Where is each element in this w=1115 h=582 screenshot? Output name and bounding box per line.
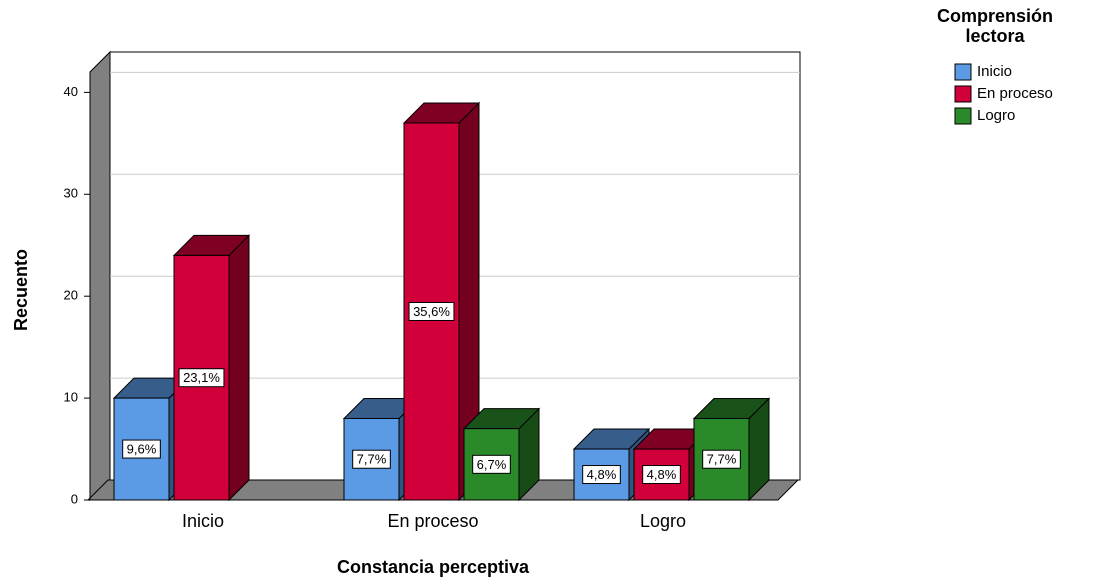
data-label: 9,6% — [127, 441, 157, 456]
legend-label: Inicio — [977, 63, 1012, 80]
data-label: 6,7% — [477, 457, 507, 472]
data-label-box — [642, 465, 681, 485]
data-label: 35,6% — [413, 304, 450, 319]
legend-swatch — [954, 107, 972, 125]
data-label: 4,8% — [587, 467, 617, 482]
x-tick-label: Logro — [640, 511, 686, 531]
left-wall — [89, 50, 111, 502]
data-label-box — [122, 439, 161, 459]
data-label-box — [352, 449, 391, 469]
bar-side — [228, 234, 250, 502]
legend-label: En proceso — [977, 85, 1053, 102]
x-axis-title: Constancia perceptiva — [337, 557, 530, 577]
y-tick-label: 10 — [64, 390, 78, 405]
x-tick-label: Inicio — [182, 511, 224, 531]
y-tick-label: 20 — [64, 288, 78, 303]
data-label: 7,7% — [707, 452, 737, 467]
data-label-box — [472, 454, 511, 474]
bar — [692, 397, 771, 502]
y-tick-label: 40 — [64, 84, 78, 99]
data-label-box — [408, 301, 455, 321]
y-axis-title: Recuento — [11, 249, 31, 331]
data-label-box — [702, 449, 741, 469]
bar — [172, 234, 251, 502]
data-label-box — [582, 465, 621, 485]
data-label: 23,1% — [183, 370, 220, 385]
bar — [462, 407, 541, 502]
data-label: 7,7% — [357, 452, 387, 467]
legend-swatch — [954, 63, 972, 81]
data-label: 4,8% — [647, 467, 677, 482]
legend-swatch — [954, 85, 972, 103]
y-tick-label: 0 — [71, 491, 78, 506]
data-label-box — [178, 368, 225, 388]
y-tick-label: 30 — [64, 186, 78, 201]
legend-label: Logro — [977, 107, 1015, 124]
x-tick-label: En proceso — [387, 511, 478, 531]
legend-title: Comprensión lectora — [936, 6, 1053, 46]
